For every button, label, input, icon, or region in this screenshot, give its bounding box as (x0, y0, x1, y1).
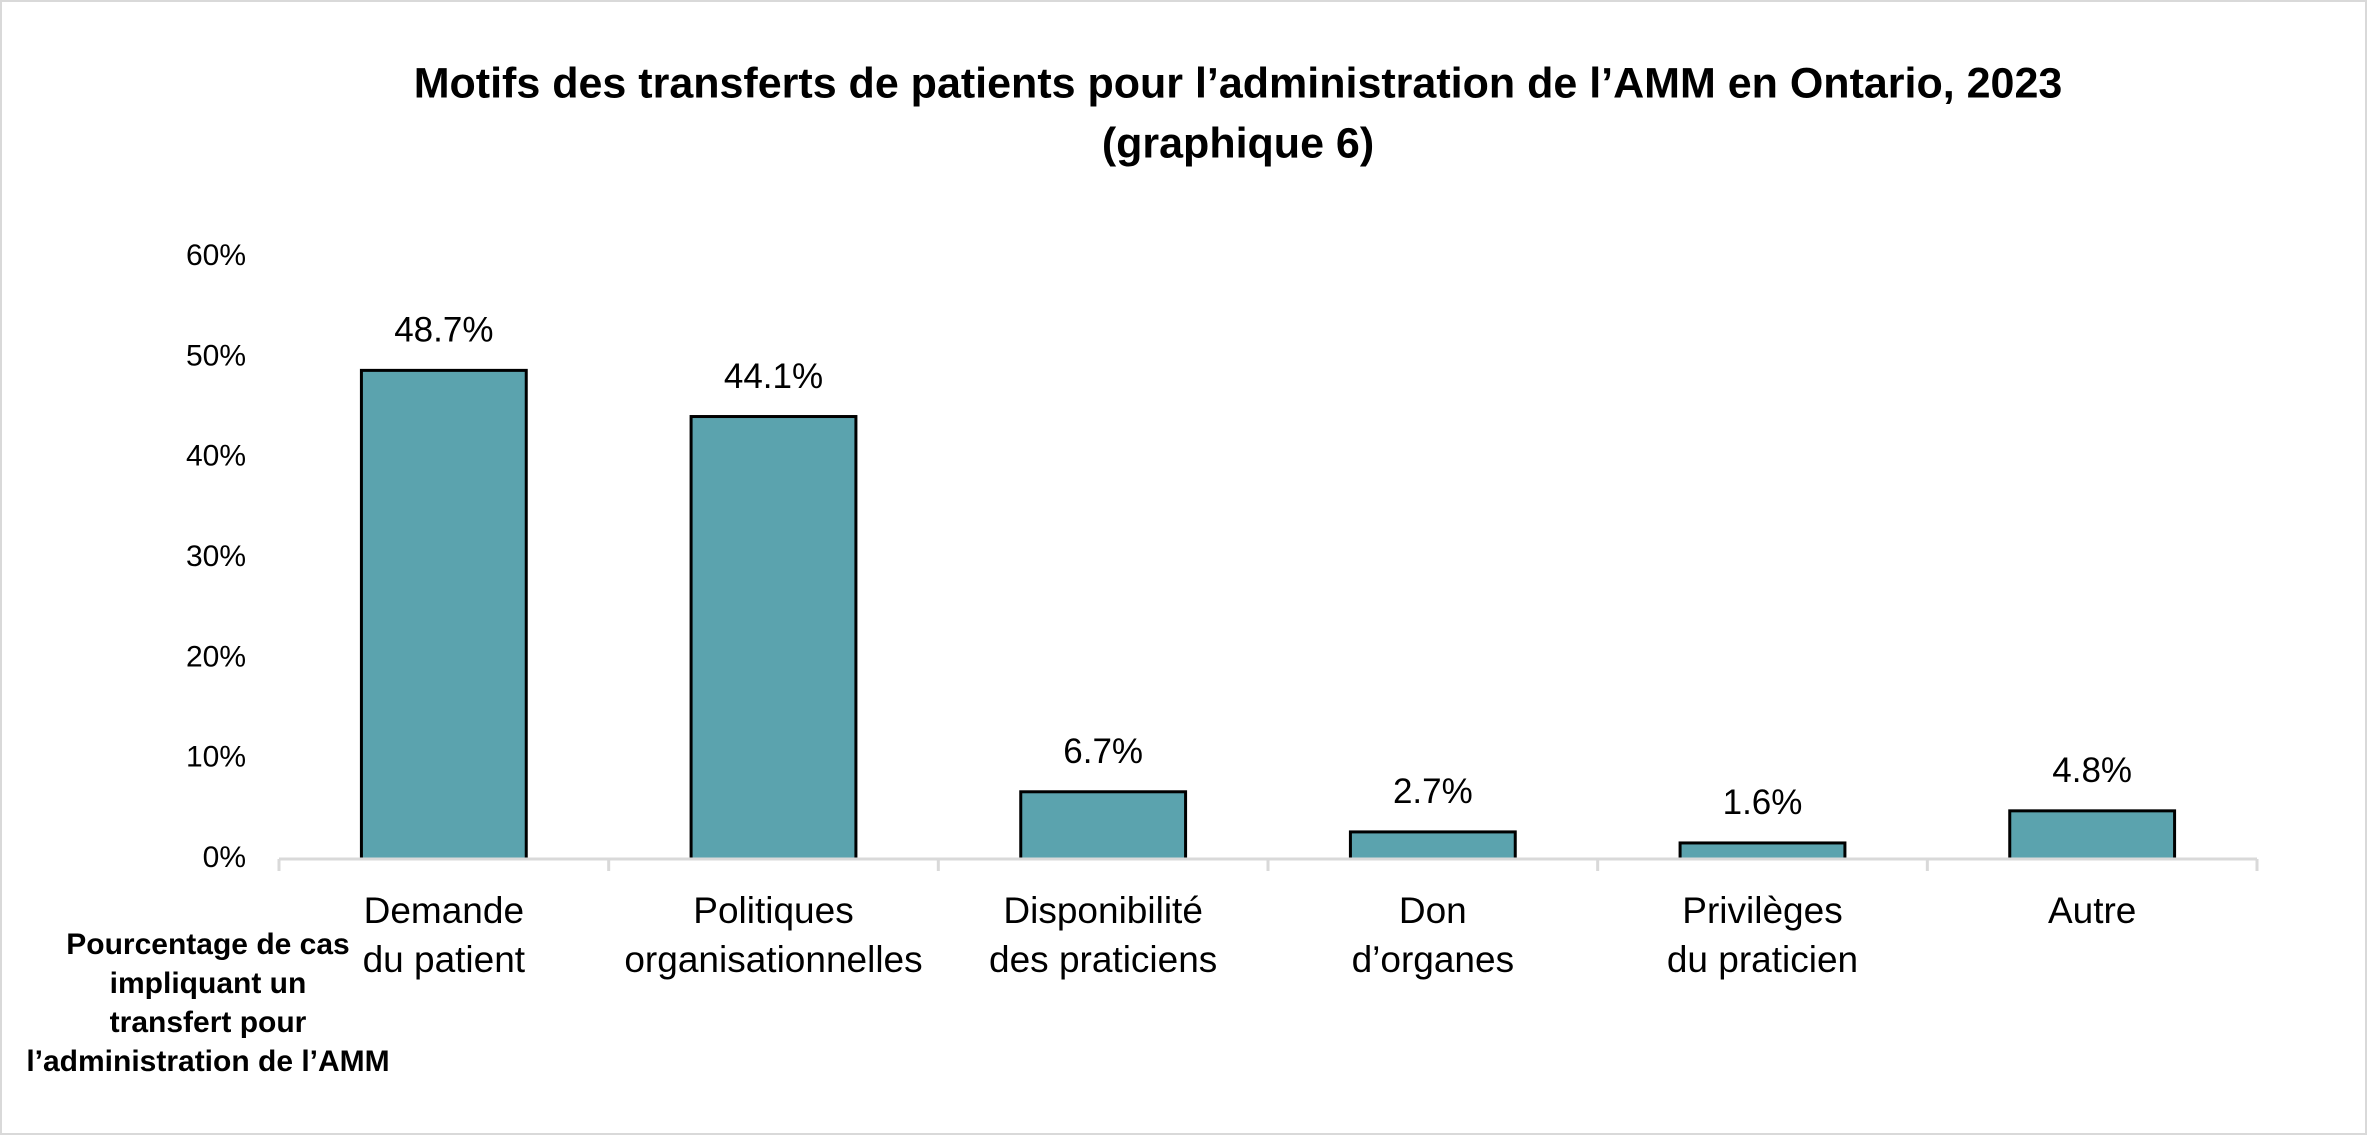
value-label: 2.7% (1393, 772, 1473, 811)
bar (1678, 841, 1847, 861)
value-label: 4.8% (2052, 751, 2132, 790)
y-tick-label: 50% (186, 339, 246, 372)
x-tick-label: du praticien (1667, 939, 1858, 980)
x-tick-label: Autre (2048, 890, 2136, 931)
y-axis-title: Pourcentage de cas (66, 928, 349, 961)
x-tick-label: Don (1399, 890, 1467, 931)
x-tick-label: du patient (363, 939, 526, 980)
y-tick-label: 60% (186, 239, 246, 272)
x-tick-label: Politiques (693, 890, 853, 931)
bar (689, 415, 858, 861)
x-tick-label: des praticiens (989, 939, 1217, 980)
value-label: 44.1% (724, 357, 823, 396)
bar (1348, 830, 1517, 861)
x-tick-label: organisationnelles (624, 939, 922, 980)
value-label: 6.7% (1063, 732, 1143, 771)
x-tick-label: Disponibilité (1003, 890, 1203, 931)
value-label: 48.7% (394, 311, 493, 350)
x-tick-label: Privilèges (1682, 890, 1842, 931)
x-tick-label: Demande (364, 890, 524, 931)
bar (2008, 809, 2177, 861)
x-tick-label: d’organes (1352, 939, 1515, 980)
chart-title: (graphique 6) (1102, 119, 1374, 167)
bar (1019, 790, 1188, 861)
y-tick-label: 20% (186, 640, 246, 673)
y-axis-title: impliquant un (110, 967, 307, 1000)
value-label: 1.6% (1723, 783, 1803, 822)
y-axis-title: transfert pour (110, 1006, 307, 1039)
chart-title: Motifs des transferts de patients pour l… (414, 59, 2063, 107)
y-tick-label: 0% (203, 841, 246, 874)
bar (359, 368, 528, 861)
y-tick-label: 30% (186, 540, 246, 573)
y-axis-title: l’administration de l’AMM (26, 1045, 389, 1078)
y-tick-label: 10% (186, 741, 246, 774)
y-tick-label: 40% (186, 440, 246, 473)
